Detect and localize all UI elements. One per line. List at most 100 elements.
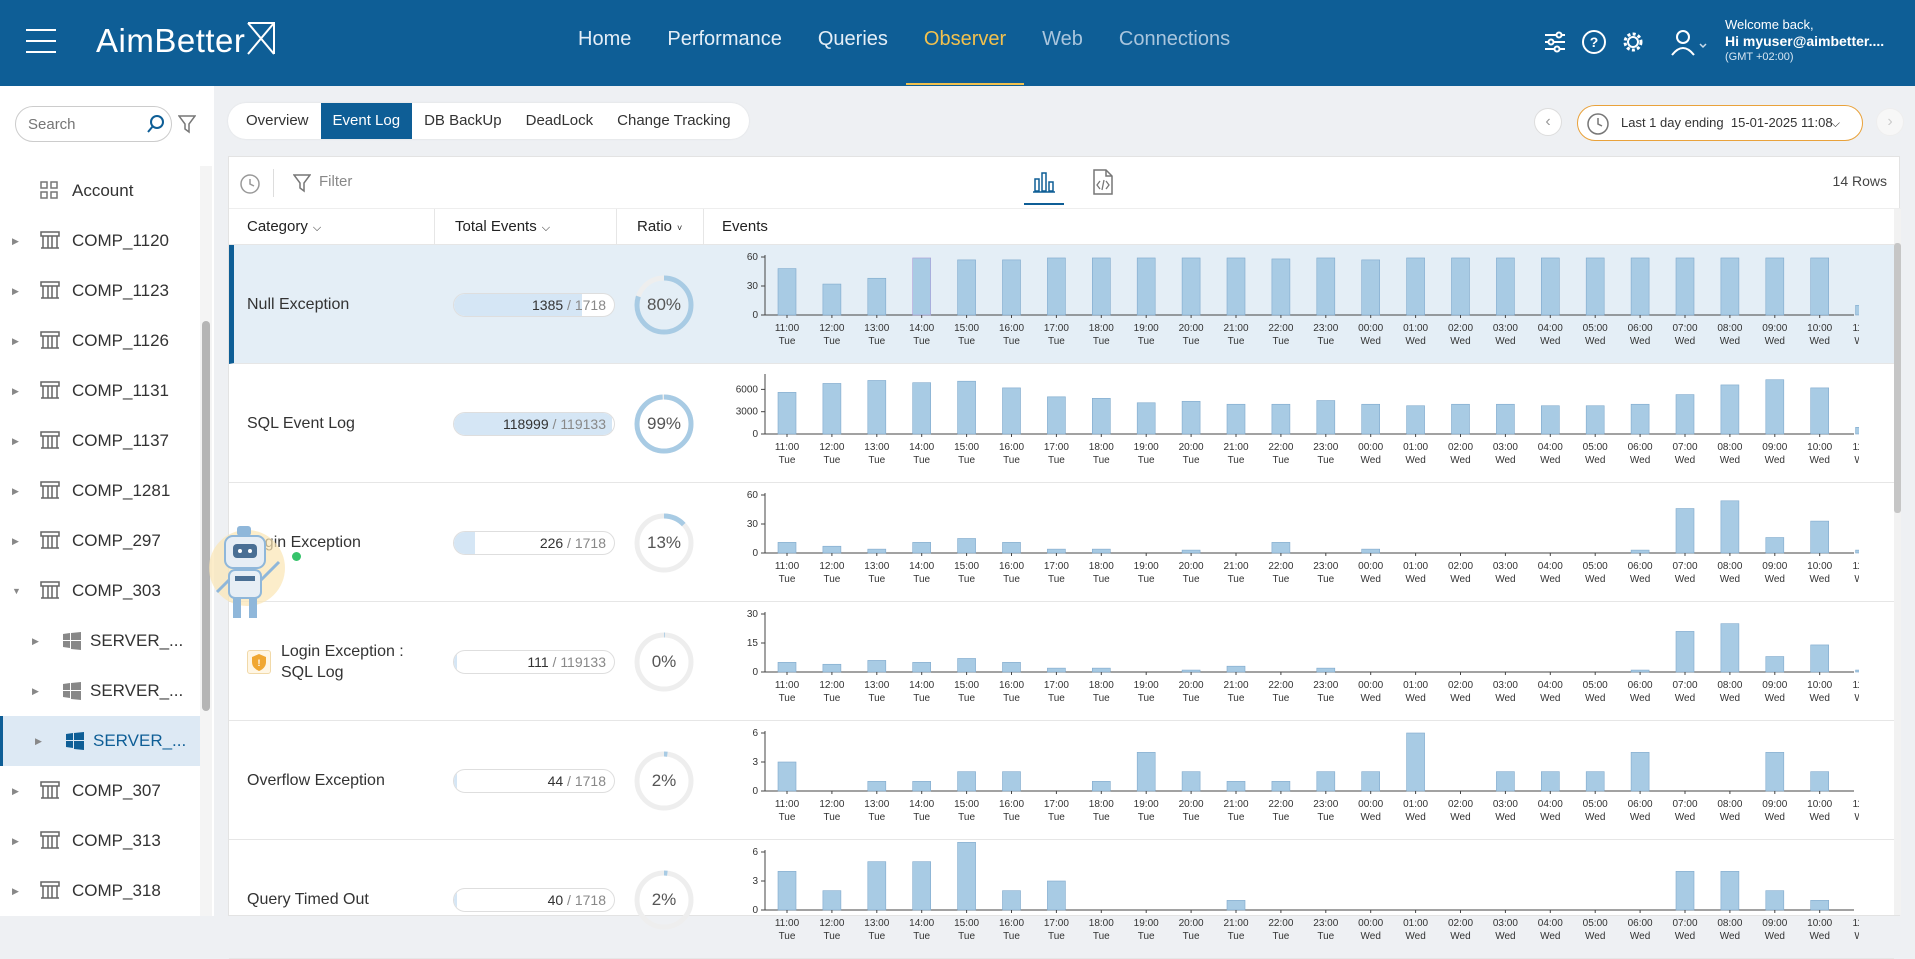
event-bar[interactable] — [1047, 257, 1066, 316]
event-bar[interactable] — [867, 277, 887, 316]
event-bar[interactable] — [1316, 771, 1336, 792]
event-bar[interactable] — [1720, 384, 1740, 435]
code-file-icon[interactable] — [1091, 169, 1115, 195]
event-bar[interactable] — [1496, 771, 1515, 792]
event-bar[interactable] — [1226, 257, 1246, 316]
event-bar[interactable] — [1496, 403, 1515, 435]
tab-change-tracking[interactable]: Change Tracking — [617, 112, 731, 129]
table-row[interactable]: Null Exception 1385 / 1718 80% 60 30 0 11:00 Tu… — [229, 245, 1894, 364]
table-row[interactable]: SQL Event Log 118999 / 119133 99% 6000 3000 0… — [229, 364, 1894, 483]
event-bar[interactable] — [1181, 669, 1201, 673]
assistant-robot-icon[interactable] — [205, 520, 300, 625]
event-bar[interactable] — [912, 662, 931, 673]
event-bar[interactable] — [1630, 403, 1650, 435]
event-bar[interactable] — [1765, 752, 1785, 792]
event-bar[interactable] — [1361, 259, 1381, 316]
event-bar[interactable] — [1361, 548, 1381, 554]
tab-deadlock[interactable]: DeadLock — [525, 112, 594, 129]
table-scrollbar-thumb[interactable] — [1894, 243, 1901, 513]
event-bar[interactable] — [1406, 257, 1425, 316]
search-input[interactable] — [15, 106, 172, 142]
event-bar[interactable] — [1720, 500, 1740, 554]
event-bar[interactable] — [867, 380, 887, 435]
event-bar[interactable] — [1496, 257, 1515, 316]
event-bar[interactable] — [1091, 667, 1111, 673]
event-bar[interactable] — [1361, 403, 1381, 435]
event-bar[interactable] — [1540, 405, 1560, 435]
event-bar[interactable] — [1316, 257, 1336, 316]
table-row[interactable]: Query Timed Out 40 / 1718 2% 6 3 0 11:00 Tue 12:… — [229, 840, 1894, 959]
tree-item-comp-297[interactable]: ▶ COMP_297 — [0, 516, 200, 566]
caret-right-icon[interactable]: ▶ — [12, 835, 19, 846]
event-bar[interactable] — [1720, 871, 1740, 911]
event-bar[interactable] — [1720, 257, 1740, 316]
caret-right-icon[interactable]: ▶ — [12, 435, 19, 446]
event-bar[interactable] — [1765, 656, 1785, 673]
caret-right-icon[interactable]: ▶ — [12, 385, 19, 396]
event-bar[interactable] — [1002, 662, 1021, 673]
filter-icon[interactable] — [178, 114, 196, 134]
tree-item-comp-313[interactable]: ▶ COMP_313 — [0, 816, 200, 866]
event-bar[interactable] — [1181, 400, 1201, 435]
tree-item-server[interactable]: ▶ SERVER_... — [0, 666, 200, 716]
event-bar[interactable] — [1271, 403, 1291, 435]
event-bar[interactable] — [777, 392, 797, 435]
event-bar[interactable] — [1675, 508, 1695, 554]
event-bar[interactable] — [1675, 631, 1695, 673]
event-bar[interactable] — [1091, 781, 1111, 792]
caret-right-icon[interactable]: ▶ — [32, 685, 39, 696]
event-bar[interactable] — [777, 542, 797, 554]
event-bar[interactable] — [1091, 257, 1111, 316]
event-bar[interactable] — [1047, 667, 1066, 673]
event-bar[interactable] — [957, 380, 976, 435]
event-bar[interactable] — [1765, 379, 1785, 435]
nav-connections[interactable]: Connections — [1118, 28, 1231, 50]
gear-icon[interactable] — [1619, 28, 1647, 56]
table-scrollbar[interactable] — [1894, 209, 1901, 915]
table-row[interactable]: Login Exception 226 / 1718 13% 60 30 0 11:00 Tu… — [229, 483, 1894, 602]
tree-item-server[interactable]: ▶ SERVER_... — [0, 716, 200, 766]
event-bar[interactable] — [1002, 771, 1021, 792]
tree-item-comp-1137[interactable]: ▶ COMP_1137 — [0, 416, 200, 466]
caret-right-icon[interactable]: ▶ — [32, 635, 39, 646]
event-bar[interactable] — [1855, 549, 1859, 554]
event-bar[interactable] — [777, 662, 797, 673]
event-bar[interactable] — [1810, 900, 1829, 911]
caret-right-icon[interactable]: ▶ — [12, 485, 19, 496]
event-bar[interactable] — [1316, 667, 1336, 673]
tree-item-account[interactable]: Account — [0, 166, 200, 216]
event-bar[interactable] — [1271, 258, 1291, 316]
event-bar[interactable] — [1226, 781, 1246, 792]
event-bar[interactable] — [1540, 257, 1560, 316]
event-bar[interactable] — [1091, 398, 1111, 435]
event-bar[interactable] — [1226, 665, 1246, 673]
event-bar[interactable] — [1271, 542, 1291, 554]
event-bar[interactable] — [1226, 900, 1246, 911]
event-bar[interactable] — [822, 545, 842, 554]
tab-event-log[interactable]: Event Log — [320, 103, 413, 139]
caret-right-icon[interactable]: ▶ — [12, 335, 19, 346]
event-bar[interactable] — [1136, 752, 1156, 792]
caret-down-icon[interactable]: ▼ — [12, 586, 21, 596]
column-header-category[interactable]: Category ⌵ — [247, 209, 437, 245]
nav-performance[interactable]: Performance — [667, 28, 782, 50]
event-bar[interactable] — [1675, 394, 1695, 435]
event-bar[interactable] — [1720, 623, 1740, 673]
user-icon[interactable] — [1670, 28, 1708, 58]
event-bar[interactable] — [1047, 396, 1066, 435]
event-bar[interactable] — [867, 548, 887, 554]
event-bar[interactable] — [1406, 732, 1425, 792]
event-bar[interactable] — [1585, 257, 1605, 316]
caret-right-icon[interactable]: ▶ — [12, 885, 19, 896]
event-bar[interactable] — [1675, 257, 1695, 316]
event-bar[interactable] — [822, 383, 842, 435]
tree-item-comp-307[interactable]: ▶ COMP_307 — [0, 766, 200, 816]
event-bar[interactable] — [1765, 890, 1785, 911]
column-header-events[interactable]: Events — [703, 209, 903, 245]
caret-right-icon[interactable]: ▶ — [12, 285, 19, 296]
event-bar[interactable] — [957, 259, 976, 316]
sidebar-scrollbar[interactable] — [200, 166, 212, 916]
caret-right-icon[interactable]: ▶ — [35, 735, 42, 746]
event-bar[interactable] — [912, 542, 931, 554]
event-bar[interactable] — [1585, 771, 1605, 792]
